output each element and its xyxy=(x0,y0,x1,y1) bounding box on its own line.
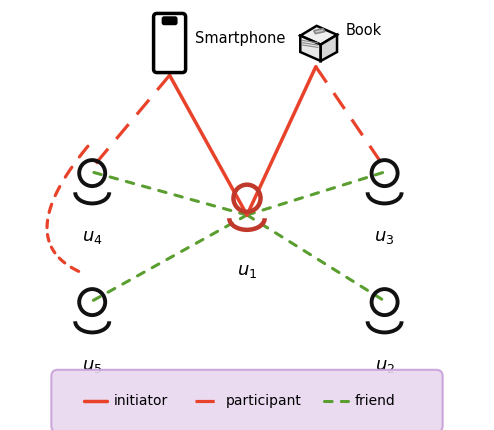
Polygon shape xyxy=(300,26,337,45)
Polygon shape xyxy=(314,29,325,34)
FancyBboxPatch shape xyxy=(163,18,176,24)
Text: $u_2$: $u_2$ xyxy=(374,357,395,375)
Text: $u_4$: $u_4$ xyxy=(82,228,103,246)
Text: Smartphone: Smartphone xyxy=(196,31,286,46)
Text: $u_5$: $u_5$ xyxy=(82,357,102,375)
Text: initiator: initiator xyxy=(114,394,168,408)
FancyBboxPatch shape xyxy=(154,13,186,73)
Text: $u_1$: $u_1$ xyxy=(237,262,257,280)
Text: friend: friend xyxy=(355,394,395,408)
Text: Book: Book xyxy=(346,23,382,37)
Text: $u_3$: $u_3$ xyxy=(374,228,395,246)
Polygon shape xyxy=(321,35,337,61)
Text: participant: participant xyxy=(225,394,301,408)
Polygon shape xyxy=(300,36,321,61)
FancyBboxPatch shape xyxy=(51,370,443,430)
